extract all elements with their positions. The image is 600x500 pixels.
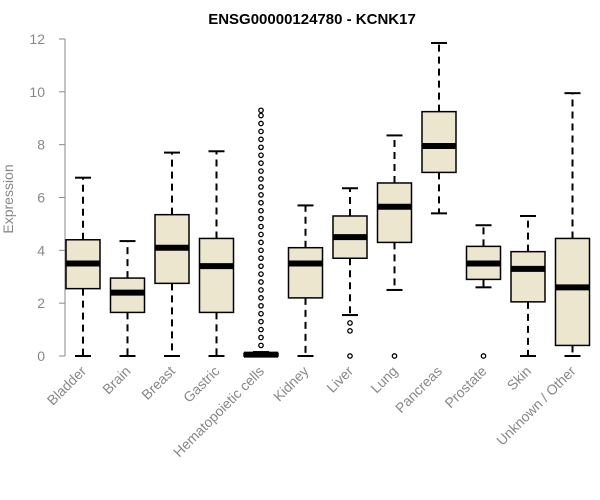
x-tick-label: Gastric xyxy=(180,363,223,406)
box xyxy=(510,250,546,303)
outlier-point xyxy=(258,120,264,127)
outlier-point xyxy=(258,128,264,135)
outlier-point xyxy=(391,353,398,359)
outlier-point xyxy=(258,263,264,270)
x-tick-label: Breast xyxy=(138,363,178,403)
outlier-point xyxy=(347,328,353,334)
y-tick-label: 12 xyxy=(29,31,45,47)
y-tick-label: 6 xyxy=(37,190,45,206)
y-tick-label: 4 xyxy=(37,242,45,258)
outlier-point xyxy=(258,302,264,309)
outlier-point xyxy=(258,192,264,198)
y-axis-label: Expression xyxy=(0,164,16,233)
x-tick-label: Kidney xyxy=(270,363,312,405)
box-group-skin xyxy=(510,214,546,357)
box-group-unknown-other xyxy=(554,92,591,357)
box-group-pancreas xyxy=(421,41,457,215)
box xyxy=(421,110,457,174)
x-tick-label: Lung xyxy=(367,363,400,396)
box xyxy=(376,182,413,244)
outlier-point xyxy=(258,168,264,174)
box xyxy=(198,237,235,314)
outlier-point xyxy=(258,271,264,277)
box-group-brain xyxy=(109,240,146,357)
outlier-point xyxy=(347,353,353,359)
x-tick-label: Pancreas xyxy=(392,363,445,416)
box-group-lung xyxy=(376,134,413,359)
y-tick-label: 2 xyxy=(37,295,45,311)
outlier-point xyxy=(258,334,264,341)
box-group-liver xyxy=(332,187,368,359)
outlier-point xyxy=(258,326,264,333)
outlier-point xyxy=(258,231,264,238)
outlier-point xyxy=(258,144,264,151)
outlier-point xyxy=(258,152,264,159)
outlier-point xyxy=(258,342,264,349)
box-group-breast xyxy=(154,151,190,357)
x-tick-label: Brain xyxy=(99,363,133,397)
outlier-point xyxy=(258,207,264,214)
y-tick-label: 10 xyxy=(29,84,45,100)
box-group-prostate xyxy=(465,224,502,359)
outlier-point xyxy=(258,318,264,325)
outlier-point xyxy=(258,112,264,119)
outlier-point xyxy=(258,199,264,206)
y-tick-label: 8 xyxy=(37,137,45,153)
outlier-point xyxy=(480,353,487,359)
outlier-point xyxy=(258,239,264,246)
outlier-point xyxy=(258,287,264,293)
outlier-point xyxy=(258,215,264,222)
box xyxy=(554,237,591,347)
y-axis: 0 2 4 6 8 10 12 xyxy=(29,31,66,364)
box-group-hematopoietic-cells xyxy=(243,107,279,358)
x-tick-label: Prostate xyxy=(441,363,489,411)
y-tick-label: 0 xyxy=(37,348,45,364)
boxes xyxy=(65,41,591,359)
outlier-point xyxy=(258,176,264,182)
x-tick-label: Bladder xyxy=(44,363,90,409)
outlier-point xyxy=(258,160,264,167)
chart-title: ENSG00000124780 - KCNK17 xyxy=(208,11,416,28)
x-tick-label: Liver xyxy=(323,363,356,396)
outlier-point xyxy=(258,255,264,262)
outlier-point xyxy=(258,279,264,285)
outlier-point xyxy=(258,223,264,230)
outlier-point xyxy=(258,295,264,301)
box-group-kidney xyxy=(287,204,324,357)
box xyxy=(287,246,324,299)
outlier-point xyxy=(258,184,264,190)
box-group-gastric xyxy=(198,150,235,357)
outlier-point xyxy=(258,107,264,114)
outlier-point xyxy=(258,310,264,317)
box-group-bladder xyxy=(65,176,101,357)
x-tick-label: Unknown / Other xyxy=(493,363,579,449)
x-tick-label: Skin xyxy=(504,363,535,394)
outlier-point xyxy=(258,136,264,143)
outlier-point xyxy=(258,247,264,254)
outlier-point xyxy=(347,320,353,326)
